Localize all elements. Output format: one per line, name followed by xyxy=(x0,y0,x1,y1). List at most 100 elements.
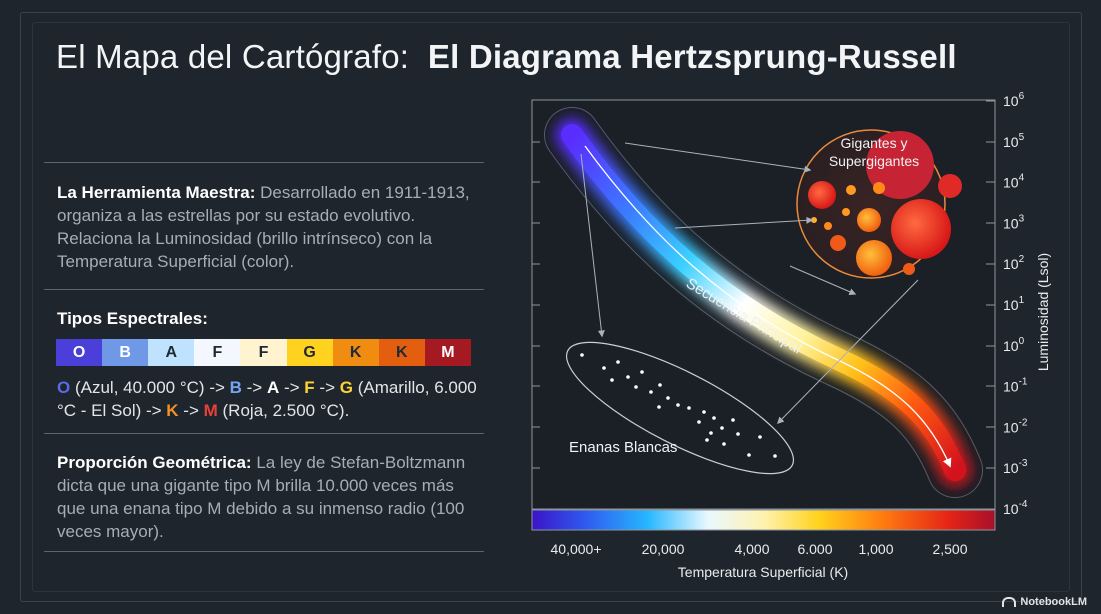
giant-star xyxy=(830,235,846,251)
outer-frame xyxy=(20,12,1082,602)
y-tick-exponent: 1 xyxy=(1019,295,1025,306)
giant-star xyxy=(857,208,881,232)
y-tick-label: 10-1 xyxy=(1003,377,1028,395)
y-tick-marks xyxy=(532,100,995,469)
y-tick-base: 10 xyxy=(1003,338,1019,354)
spectral-desc-run: A xyxy=(266,378,280,397)
notebooklm-watermark: NotebookLM xyxy=(1002,596,1087,608)
spectral-description: O (Azul, 40.000 °C) -> B -> A -> F -> G … xyxy=(57,376,482,422)
spectral-desc-run: O xyxy=(57,378,71,397)
x-tick-label: 1,000 xyxy=(858,541,893,557)
white-dwarfs-region xyxy=(565,341,795,475)
y-tick-base: 10 xyxy=(1003,134,1019,150)
y-tick-exponent: -1 xyxy=(1019,377,1028,388)
y-tick-base: 10 xyxy=(1003,460,1019,476)
y-tick-base: 10 xyxy=(1003,501,1019,517)
y-tick-label: 10-4 xyxy=(1003,499,1028,517)
section-geometry-body: La ley de Stefan-Boltzmann dicta que una… xyxy=(57,453,466,541)
x-tick-label: 40,000+ xyxy=(551,541,602,557)
giant-star xyxy=(846,185,856,195)
y-tick-label: 104 xyxy=(1003,173,1025,191)
white-dwarfs-label: Enanas Blancas xyxy=(569,439,677,456)
y-tick-label: 102 xyxy=(1003,254,1025,272)
annotation-arrows xyxy=(580,142,919,425)
page-title: El Mapa del Cartógrafo: El Diagrama Hert… xyxy=(56,38,957,76)
temperature-color-bar xyxy=(531,509,996,531)
x-axis-ticks: 40,000+ 20,000 4,000 6.000 1,000 2,500 xyxy=(551,541,968,557)
y-tick-exponent: -2 xyxy=(1019,417,1028,428)
spectral-desc-run: (Azul, 40.000 °C) -> xyxy=(70,378,230,397)
giant-star xyxy=(891,199,951,259)
y-tick-exponent: 0 xyxy=(1019,336,1025,347)
spectral-type-cell: O xyxy=(56,339,103,366)
giants-label-line1: Gigantes y xyxy=(841,135,908,151)
section-geometry: Proporción Geométrica: La ley de Stefan-… xyxy=(57,451,482,543)
y-tick-base: 10 xyxy=(1003,379,1019,395)
spectral-desc-run: -> xyxy=(279,378,305,397)
divider-4 xyxy=(44,551,484,552)
inner-frame xyxy=(32,22,1070,592)
giant-star xyxy=(808,181,836,209)
y-axis-label: Luminosidad (Lsol) xyxy=(1035,253,1051,371)
spectral-type-cell: A xyxy=(148,339,195,366)
giant-star xyxy=(938,174,962,198)
main-sequence-arrow xyxy=(584,145,952,468)
spectral-type-cell: K xyxy=(332,339,379,366)
y-tick-exponent: 3 xyxy=(1019,213,1025,224)
x-tick-label: 6.000 xyxy=(797,541,832,557)
spectral-desc-run: (Roja, 2.500 °C). xyxy=(217,401,350,420)
y-tick-label: 105 xyxy=(1003,132,1025,150)
white-dwarf-stars xyxy=(580,353,777,458)
x-tick-label: 4,000 xyxy=(734,541,769,557)
y-tick-label: 10-3 xyxy=(1003,458,1028,476)
section-tool-body: Desarrollado en 1911-1913, organiza a la… xyxy=(57,183,470,271)
spectral-desc-run: M xyxy=(203,401,218,420)
y-tick-base: 10 xyxy=(1003,175,1019,191)
giant-star xyxy=(824,222,832,230)
x-axis-label: Temperatura Superficial (K) xyxy=(678,564,848,580)
y-tick-label: 10-2 xyxy=(1003,417,1028,435)
spectral-type-cell: B xyxy=(102,339,149,366)
y-tick-exponent: 5 xyxy=(1019,132,1025,143)
spectral-desc-run: F xyxy=(304,378,315,397)
spectral-desc-run: -> xyxy=(314,378,340,397)
giant-star xyxy=(856,240,892,276)
giant-star xyxy=(903,263,915,275)
giant-star xyxy=(866,131,934,199)
y-tick-exponent: 4 xyxy=(1019,173,1025,184)
y-tick-label: 100 xyxy=(1003,336,1025,354)
y-tick-base: 10 xyxy=(1003,93,1019,109)
y-tick-exponent: -4 xyxy=(1019,499,1028,510)
notebooklm-logo-icon xyxy=(1002,597,1017,607)
section-tool: La Herramienta Maestra: Desarrollado en … xyxy=(57,181,482,273)
spectral-heading: Tipos Espectrales: xyxy=(57,309,208,328)
spectral-desc-run: (Amarillo, 6.000 °C - El Sol) -> xyxy=(57,378,477,420)
y-tick-base: 10 xyxy=(1003,419,1019,435)
x-tick-label: 2,500 xyxy=(932,541,967,557)
spectral-desc-run: -> xyxy=(178,401,204,420)
giant-star xyxy=(842,208,850,216)
y-tick-base: 10 xyxy=(1003,215,1019,231)
x-tick-label: 20,000 xyxy=(642,541,685,557)
y-tick-exponent: 6 xyxy=(1019,91,1025,102)
y-tick-label: 101 xyxy=(1003,295,1025,313)
spectral-type-cell: M xyxy=(424,339,471,366)
spectral-desc-run: -> xyxy=(241,378,267,397)
giants-label-line2: Supergigantes xyxy=(829,153,919,169)
spectral-desc-run: K xyxy=(166,401,179,420)
spectral-desc-run: G xyxy=(339,378,353,397)
divider-3 xyxy=(44,433,484,434)
spectral-type-cell: K xyxy=(378,339,425,366)
giant-star xyxy=(873,182,885,194)
title-bold: El Diagrama Hertzsprung-Russell xyxy=(427,38,957,75)
section-geometry-heading: Proporción Geométrica: xyxy=(57,453,252,472)
y-tick-label: 106 xyxy=(1003,91,1025,109)
y-tick-base: 10 xyxy=(1003,297,1019,313)
divider-1 xyxy=(44,162,484,163)
y-tick-label: 103 xyxy=(1003,213,1025,231)
divider-2 xyxy=(44,289,484,290)
spectral-type-cell: F xyxy=(194,339,241,366)
